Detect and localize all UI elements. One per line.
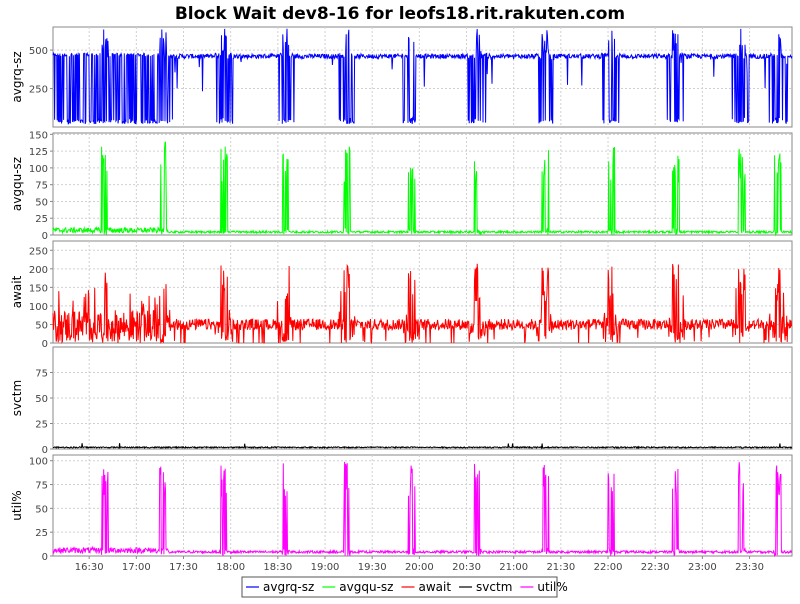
- y-tick-label: 100: [29, 164, 48, 175]
- series-line-avgrq-sz: [52, 28, 793, 125]
- y-axis-label: util%: [10, 490, 24, 520]
- y-tick-label: 100: [29, 457, 48, 468]
- series-line-svctm: [52, 443, 793, 450]
- y-axis-label: svctm: [10, 380, 24, 416]
- x-tick-label: 23:00: [688, 562, 717, 573]
- y-tick-label: 75: [35, 181, 48, 192]
- y-tick-label: 75: [35, 481, 48, 492]
- legend-item: avgrq-sz: [246, 580, 314, 594]
- x-tick-label: 18:30: [263, 562, 292, 573]
- legend-label: util%: [537, 580, 567, 594]
- y-tick-label: 150: [29, 130, 48, 141]
- y-axis-label: avgqu-sz: [10, 157, 24, 211]
- legend-item: await: [401, 580, 451, 594]
- panel-frame: [52, 454, 793, 557]
- y-tick-label: 25: [35, 528, 48, 539]
- panels: 250500avgrq-sz0255075100125150avgqu-sz05…: [10, 26, 793, 563]
- y-tick-label: 150: [29, 283, 48, 294]
- panel-frame: [52, 26, 793, 128]
- y-tick-label: 75: [35, 369, 48, 380]
- x-tick-label: 17:00: [122, 562, 151, 573]
- legend-label: avgrq-sz: [263, 580, 314, 594]
- x-tick-label: 19:30: [358, 562, 387, 573]
- y-axis-label: avgrq-sz: [10, 51, 24, 102]
- x-axis: 16:30 17:00 17:30 18:00 18:30 19:00 19:30 20:00…: [75, 556, 764, 573]
- y-tick-label: 125: [29, 147, 48, 158]
- legend-label: avgqu-sz: [339, 580, 393, 594]
- x-tick-label: 18:00: [216, 562, 245, 573]
- legend: avgrq-sz avgqu-sz await svctm util%: [241, 576, 568, 598]
- x-tick-label: 19:00: [311, 562, 340, 573]
- x-tick-label: 23:30: [735, 562, 764, 573]
- series-line-avgqu-sz: [52, 141, 793, 237]
- y-tick-label: 250: [29, 85, 48, 96]
- y-tick-label: 0: [42, 445, 48, 456]
- y-axis-label: await: [10, 275, 24, 308]
- x-tick-label: 21:00: [499, 562, 528, 573]
- x-tick-label: 20:30: [452, 562, 481, 573]
- chart-title: Block Wait dev8-16 for leofs18.rit.rakut…: [175, 4, 625, 24]
- y-tick-label: 200: [29, 265, 48, 276]
- legend-label: await: [418, 580, 451, 594]
- panel-svctm: 0 25 50 75 svctm: [10, 346, 793, 456]
- x-tick-label: 22:30: [641, 562, 670, 573]
- x-tick-label: 21:30: [546, 562, 575, 573]
- x-tick-label: 22:00: [594, 562, 623, 573]
- y-tick-label: 50: [35, 504, 48, 515]
- y-tick-label: 25: [35, 214, 48, 225]
- panel-avgqu-sz: 0 25 50 75 100 125 150 avgqu-sz: [10, 130, 793, 242]
- y-tick-label: 100: [29, 302, 48, 313]
- x-tick-label: 16:30: [75, 562, 104, 573]
- y-tick-label: 25: [35, 420, 48, 431]
- legend-label: svctm: [476, 580, 512, 594]
- y-tick-label: 0: [42, 339, 48, 350]
- panel-await: 0 50 100 150 200 250 await: [10, 240, 793, 350]
- y-tick-label: 0: [42, 552, 48, 563]
- y-tick-label: 50: [35, 320, 48, 331]
- y-tick-label: 250: [29, 246, 48, 257]
- y-tick-label: 0: [42, 231, 48, 242]
- legend-item: svctm: [459, 580, 512, 594]
- panel-avgrq-sz: 250 500 avgrq-sz: [10, 26, 793, 128]
- panel-utilpct: 0 25 50 75 100 util%: [10, 454, 793, 563]
- x-tick-label: 17:30: [169, 562, 198, 573]
- y-tick-label: 50: [35, 394, 48, 405]
- y-tick-label: 500: [29, 46, 48, 57]
- legend-box: [241, 576, 558, 598]
- legend-item: avgqu-sz: [322, 580, 393, 594]
- x-tick-label: 20:00: [405, 562, 434, 573]
- legend-item: util%: [520, 580, 568, 594]
- series-line-utilpct: [52, 461, 793, 558]
- series-line-await: [52, 263, 793, 345]
- y-tick-label: 50: [35, 197, 48, 208]
